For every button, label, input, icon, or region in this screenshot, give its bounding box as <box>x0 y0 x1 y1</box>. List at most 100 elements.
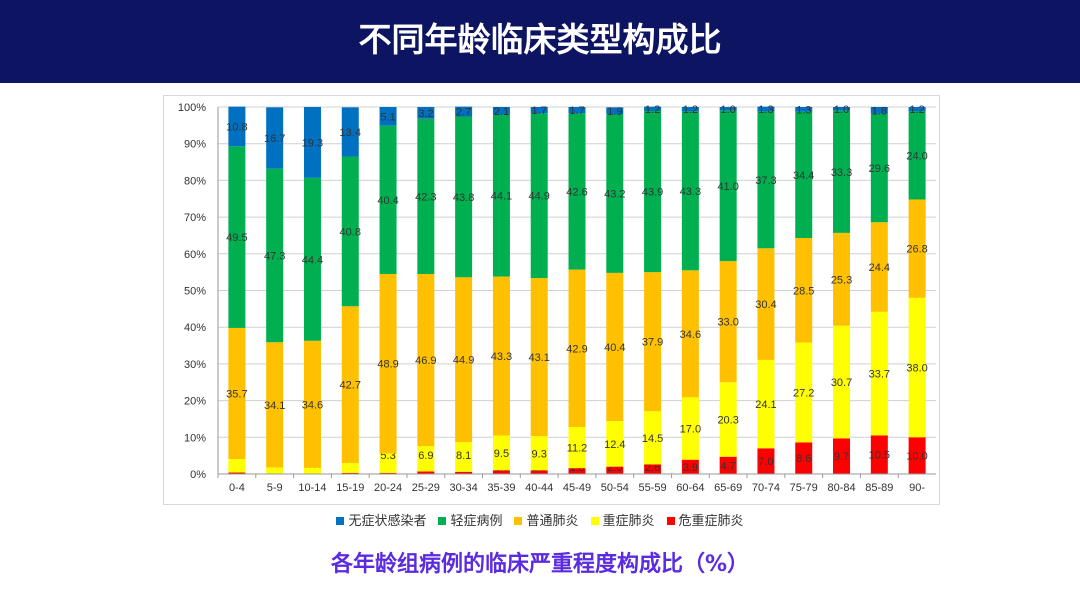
data-label: 2.6 <box>645 462 660 474</box>
bar-segment <box>606 421 624 467</box>
bar-segment <box>303 107 321 178</box>
bar-segment <box>757 248 775 360</box>
data-label: 34.1 <box>264 400 285 412</box>
data-label: 30.4 <box>755 299 776 311</box>
data-label: 26.8 <box>906 244 927 256</box>
bar-segment <box>530 436 548 471</box>
data-label: 5.1 <box>380 111 395 123</box>
bar-segment <box>341 306 359 463</box>
y-tick-label: 0% <box>190 469 206 481</box>
data-label: 16.7 <box>264 133 285 145</box>
bar-segment <box>757 111 775 249</box>
bar-segment <box>417 471 435 474</box>
bar-segment <box>455 471 473 474</box>
data-label: 40.4 <box>377 195 398 207</box>
data-label: 12.4 <box>604 439 625 451</box>
y-tick-label: 100% <box>178 102 206 114</box>
data-label: 48.9 <box>377 359 398 371</box>
x-tick-label: 40-44 <box>525 482 553 494</box>
bar-segment <box>908 107 926 112</box>
y-tick-label: 10% <box>184 432 206 444</box>
data-label: 34.6 <box>302 399 323 411</box>
legend-swatch <box>666 517 675 525</box>
data-label: 11.2 <box>567 443 588 455</box>
x-tick-label: 75-79 <box>790 482 818 494</box>
data-label: 6.9 <box>418 450 433 462</box>
bar-segment <box>530 470 548 474</box>
data-label: 42.9 <box>566 343 587 355</box>
y-tick-label: 80% <box>184 175 206 187</box>
legend-swatch <box>514 517 523 525</box>
bar-segment <box>719 107 737 111</box>
bar-segment <box>757 448 775 474</box>
legend-label: 普通肺炎 <box>526 514 579 529</box>
data-label: 2.7 <box>456 107 471 119</box>
y-tick-label: 40% <box>184 322 206 334</box>
bar-segment <box>341 462 359 473</box>
x-tick-label: 80-84 <box>827 482 855 494</box>
data-label: 1.0 <box>721 104 736 116</box>
chart: 0%10%20%30%40%50%60%70%80%90%100%0.43.73… <box>163 95 940 535</box>
bar-segment <box>492 435 510 471</box>
bar-segment <box>719 110 737 262</box>
data-label: 43.3 <box>491 351 512 363</box>
bar-segment <box>266 467 284 474</box>
bar-segment <box>795 442 813 474</box>
data-label: 17.0 <box>680 423 701 435</box>
data-label: 44.9 <box>453 355 474 367</box>
y-tick-label: 60% <box>184 249 206 261</box>
bar-segment <box>833 325 851 439</box>
x-tick-label: 85-89 <box>865 482 893 494</box>
data-label: 44.4 <box>302 254 323 266</box>
bar-segment <box>606 466 624 474</box>
x-tick-label: 65-69 <box>714 482 742 494</box>
data-label: 43.1 <box>528 352 549 364</box>
y-tick-label: 90% <box>184 139 206 151</box>
y-tick-label: 20% <box>184 396 206 408</box>
data-label: 10.0 <box>906 451 927 463</box>
bar-segment <box>757 359 775 449</box>
data-label: 42.3 <box>415 191 436 203</box>
x-tick-label: 10-14 <box>298 482 326 494</box>
data-label: 19.3 <box>302 137 323 149</box>
legend-item: 普通肺炎 <box>514 514 579 529</box>
data-label: 42.7 <box>340 380 361 392</box>
bar-segment <box>795 111 813 239</box>
data-label: 49.5 <box>226 232 247 244</box>
bar-segment <box>719 261 737 383</box>
bar-segment <box>644 272 662 412</box>
data-label: 29.6 <box>869 163 890 175</box>
bar-segment <box>303 177 321 341</box>
bar-segment <box>417 107 435 119</box>
bar-segment <box>455 277 473 443</box>
bar-segment <box>795 238 813 343</box>
data-label: 1.9 <box>607 106 622 118</box>
data-label: 27.2 <box>793 388 814 400</box>
data-label: 10.5 <box>869 450 890 462</box>
bar-segment <box>379 125 397 274</box>
bar-segment <box>908 199 926 298</box>
x-tick-label: 30-34 <box>450 482 478 494</box>
bar-segment <box>644 464 662 474</box>
legend-swatch <box>590 517 599 525</box>
x-tick-label: 55-59 <box>639 482 667 494</box>
data-label: 43.3 <box>680 186 701 198</box>
bar-segment <box>606 272 624 422</box>
data-label: 41.0 <box>717 181 738 193</box>
bar-segment <box>266 107 284 169</box>
bar-segment <box>908 297 926 438</box>
data-label: 1.8 <box>872 105 887 117</box>
x-tick-label: 90- <box>909 482 925 494</box>
bar-segment <box>908 111 926 200</box>
data-label: 28.5 <box>793 285 814 297</box>
bar-segment <box>681 111 699 271</box>
bar-segment <box>795 107 813 112</box>
data-label: 13.4 <box>340 127 361 139</box>
page-title: 不同年龄临床类型构成比 <box>0 0 1080 83</box>
bar-segment <box>833 232 851 326</box>
bar-segment <box>644 106 662 112</box>
bar-segment <box>870 107 888 114</box>
legend-item: 危重症肺炎 <box>666 514 744 529</box>
data-label: 43.9 <box>642 187 663 199</box>
bar-segment <box>379 107 397 126</box>
